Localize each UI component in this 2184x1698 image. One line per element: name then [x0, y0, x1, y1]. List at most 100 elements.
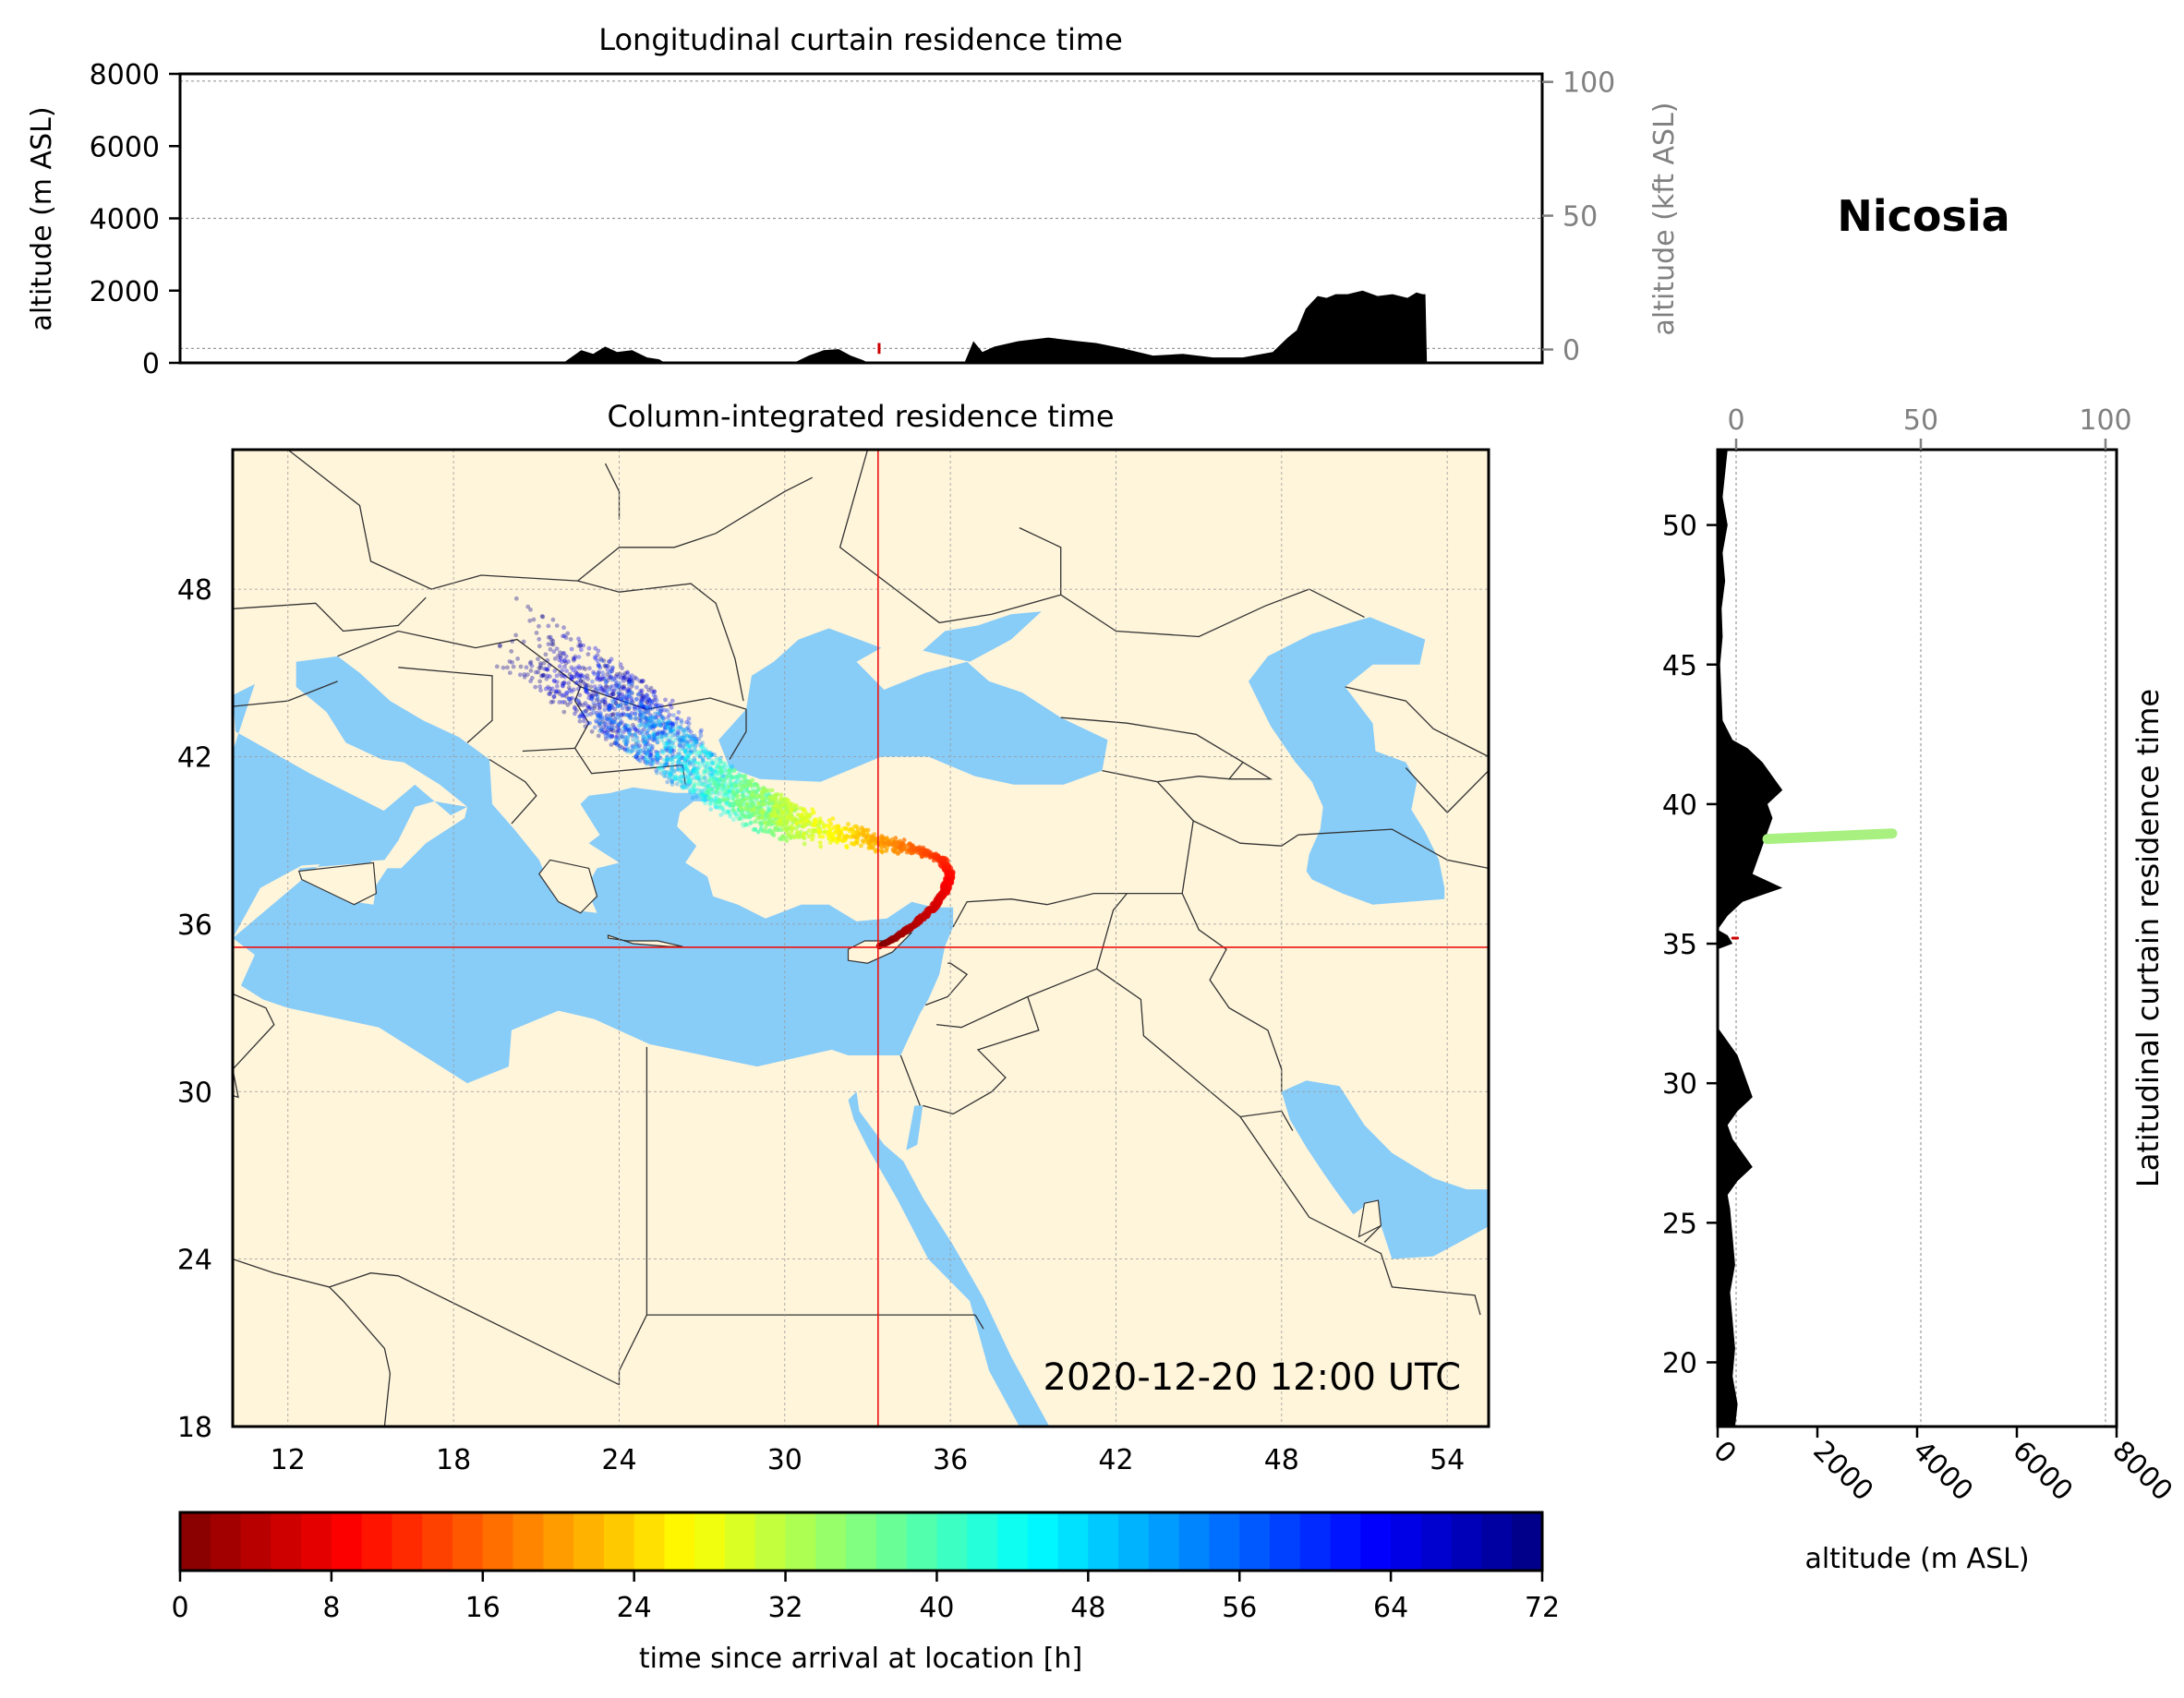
plume-point	[609, 742, 614, 747]
plume-point	[836, 825, 841, 830]
plume-point	[668, 749, 673, 754]
plume-point	[584, 689, 588, 694]
right-ytick-label-2: 30	[1662, 1068, 1697, 1101]
plume-point	[652, 689, 657, 694]
plume-point	[694, 753, 700, 758]
plume-point	[586, 706, 592, 711]
plume-point	[614, 683, 620, 689]
plume-point	[638, 708, 643, 713]
plume-point	[719, 805, 724, 810]
plume-point	[687, 750, 693, 754]
plume-point	[592, 704, 597, 708]
plume-point	[665, 754, 670, 759]
plume-point	[648, 713, 653, 718]
plume-point	[651, 734, 657, 739]
plume-point	[677, 737, 682, 742]
colorbar-gradient	[180, 1512, 1543, 1571]
plume-point	[659, 734, 664, 739]
plume-point	[682, 764, 688, 769]
plume-point	[511, 664, 516, 669]
plume-point	[644, 753, 649, 757]
plume-point	[710, 761, 715, 766]
plume-point	[670, 756, 675, 762]
plume-point	[698, 742, 703, 747]
plume-point	[845, 834, 851, 839]
plume-point	[551, 678, 557, 683]
plume-point	[655, 753, 660, 758]
plume-point	[742, 806, 748, 811]
plume-point	[608, 703, 613, 708]
plume-point	[726, 785, 731, 789]
plume-point	[699, 792, 705, 797]
plume-point	[671, 744, 677, 750]
plume-point	[647, 754, 652, 759]
plume-point	[633, 754, 639, 760]
plume-point	[652, 715, 658, 720]
plume-point	[597, 677, 603, 682]
plume-point	[700, 758, 706, 763]
plume-point	[725, 797, 730, 801]
right-ytick-label-1: 25	[1662, 1208, 1697, 1240]
plume-point	[564, 668, 569, 673]
plume-point	[641, 735, 646, 741]
plume-point	[656, 765, 661, 770]
plume-point	[853, 835, 859, 840]
plume-point	[696, 781, 702, 787]
plume-point	[666, 720, 670, 726]
plume-point	[670, 727, 676, 732]
plume-point	[690, 790, 695, 796]
plume-point	[668, 720, 673, 726]
map-crosshair	[233, 450, 1489, 1427]
plume-point	[573, 704, 577, 710]
plume-point	[626, 677, 632, 682]
plume-point	[638, 710, 644, 715]
plume-point	[713, 796, 718, 801]
plume-point	[656, 718, 661, 724]
plume-point	[651, 760, 656, 765]
plume-point	[683, 785, 688, 790]
plume-point	[675, 763, 680, 768]
plume-point	[660, 729, 665, 735]
plume-point	[593, 656, 598, 661]
plume-point	[545, 657, 550, 663]
plume-point	[586, 645, 592, 651]
map-frame	[231, 448, 1490, 1428]
plume-point	[538, 688, 543, 693]
plume-point	[543, 652, 549, 657]
plume-point	[676, 766, 682, 772]
plume-point	[694, 740, 699, 745]
colorbar-segment	[725, 1512, 756, 1571]
plume-point	[633, 739, 639, 744]
plume-point	[717, 797, 722, 802]
plume-point	[709, 787, 715, 792]
plume-point	[622, 737, 627, 742]
plume-point	[618, 687, 623, 692]
plume-point	[609, 704, 615, 710]
colorbar-tick-label-1: 8	[322, 1592, 340, 1624]
plume-point	[624, 723, 629, 729]
plume-point	[597, 720, 603, 726]
plume-point	[655, 740, 660, 745]
plume-point	[788, 801, 793, 806]
plume-point	[694, 739, 699, 744]
plume-point	[654, 768, 658, 773]
plume-point	[621, 686, 627, 692]
plume-point	[561, 633, 565, 639]
plume-point	[800, 812, 805, 817]
plume-point	[657, 720, 662, 726]
plume-point	[670, 698, 675, 704]
plume-point	[685, 756, 690, 762]
plume-point	[682, 750, 688, 755]
plume-point	[730, 796, 736, 801]
plume-point	[677, 747, 682, 753]
plume-point	[611, 719, 616, 725]
plume-point	[497, 644, 502, 649]
map-xtick-label-0: 12	[271, 1444, 306, 1476]
plume-point	[671, 748, 677, 753]
plume-point	[558, 654, 563, 658]
plume-point	[686, 742, 692, 748]
plume-point	[700, 744, 705, 750]
plume-point	[604, 691, 609, 696]
plume-point	[620, 734, 625, 739]
